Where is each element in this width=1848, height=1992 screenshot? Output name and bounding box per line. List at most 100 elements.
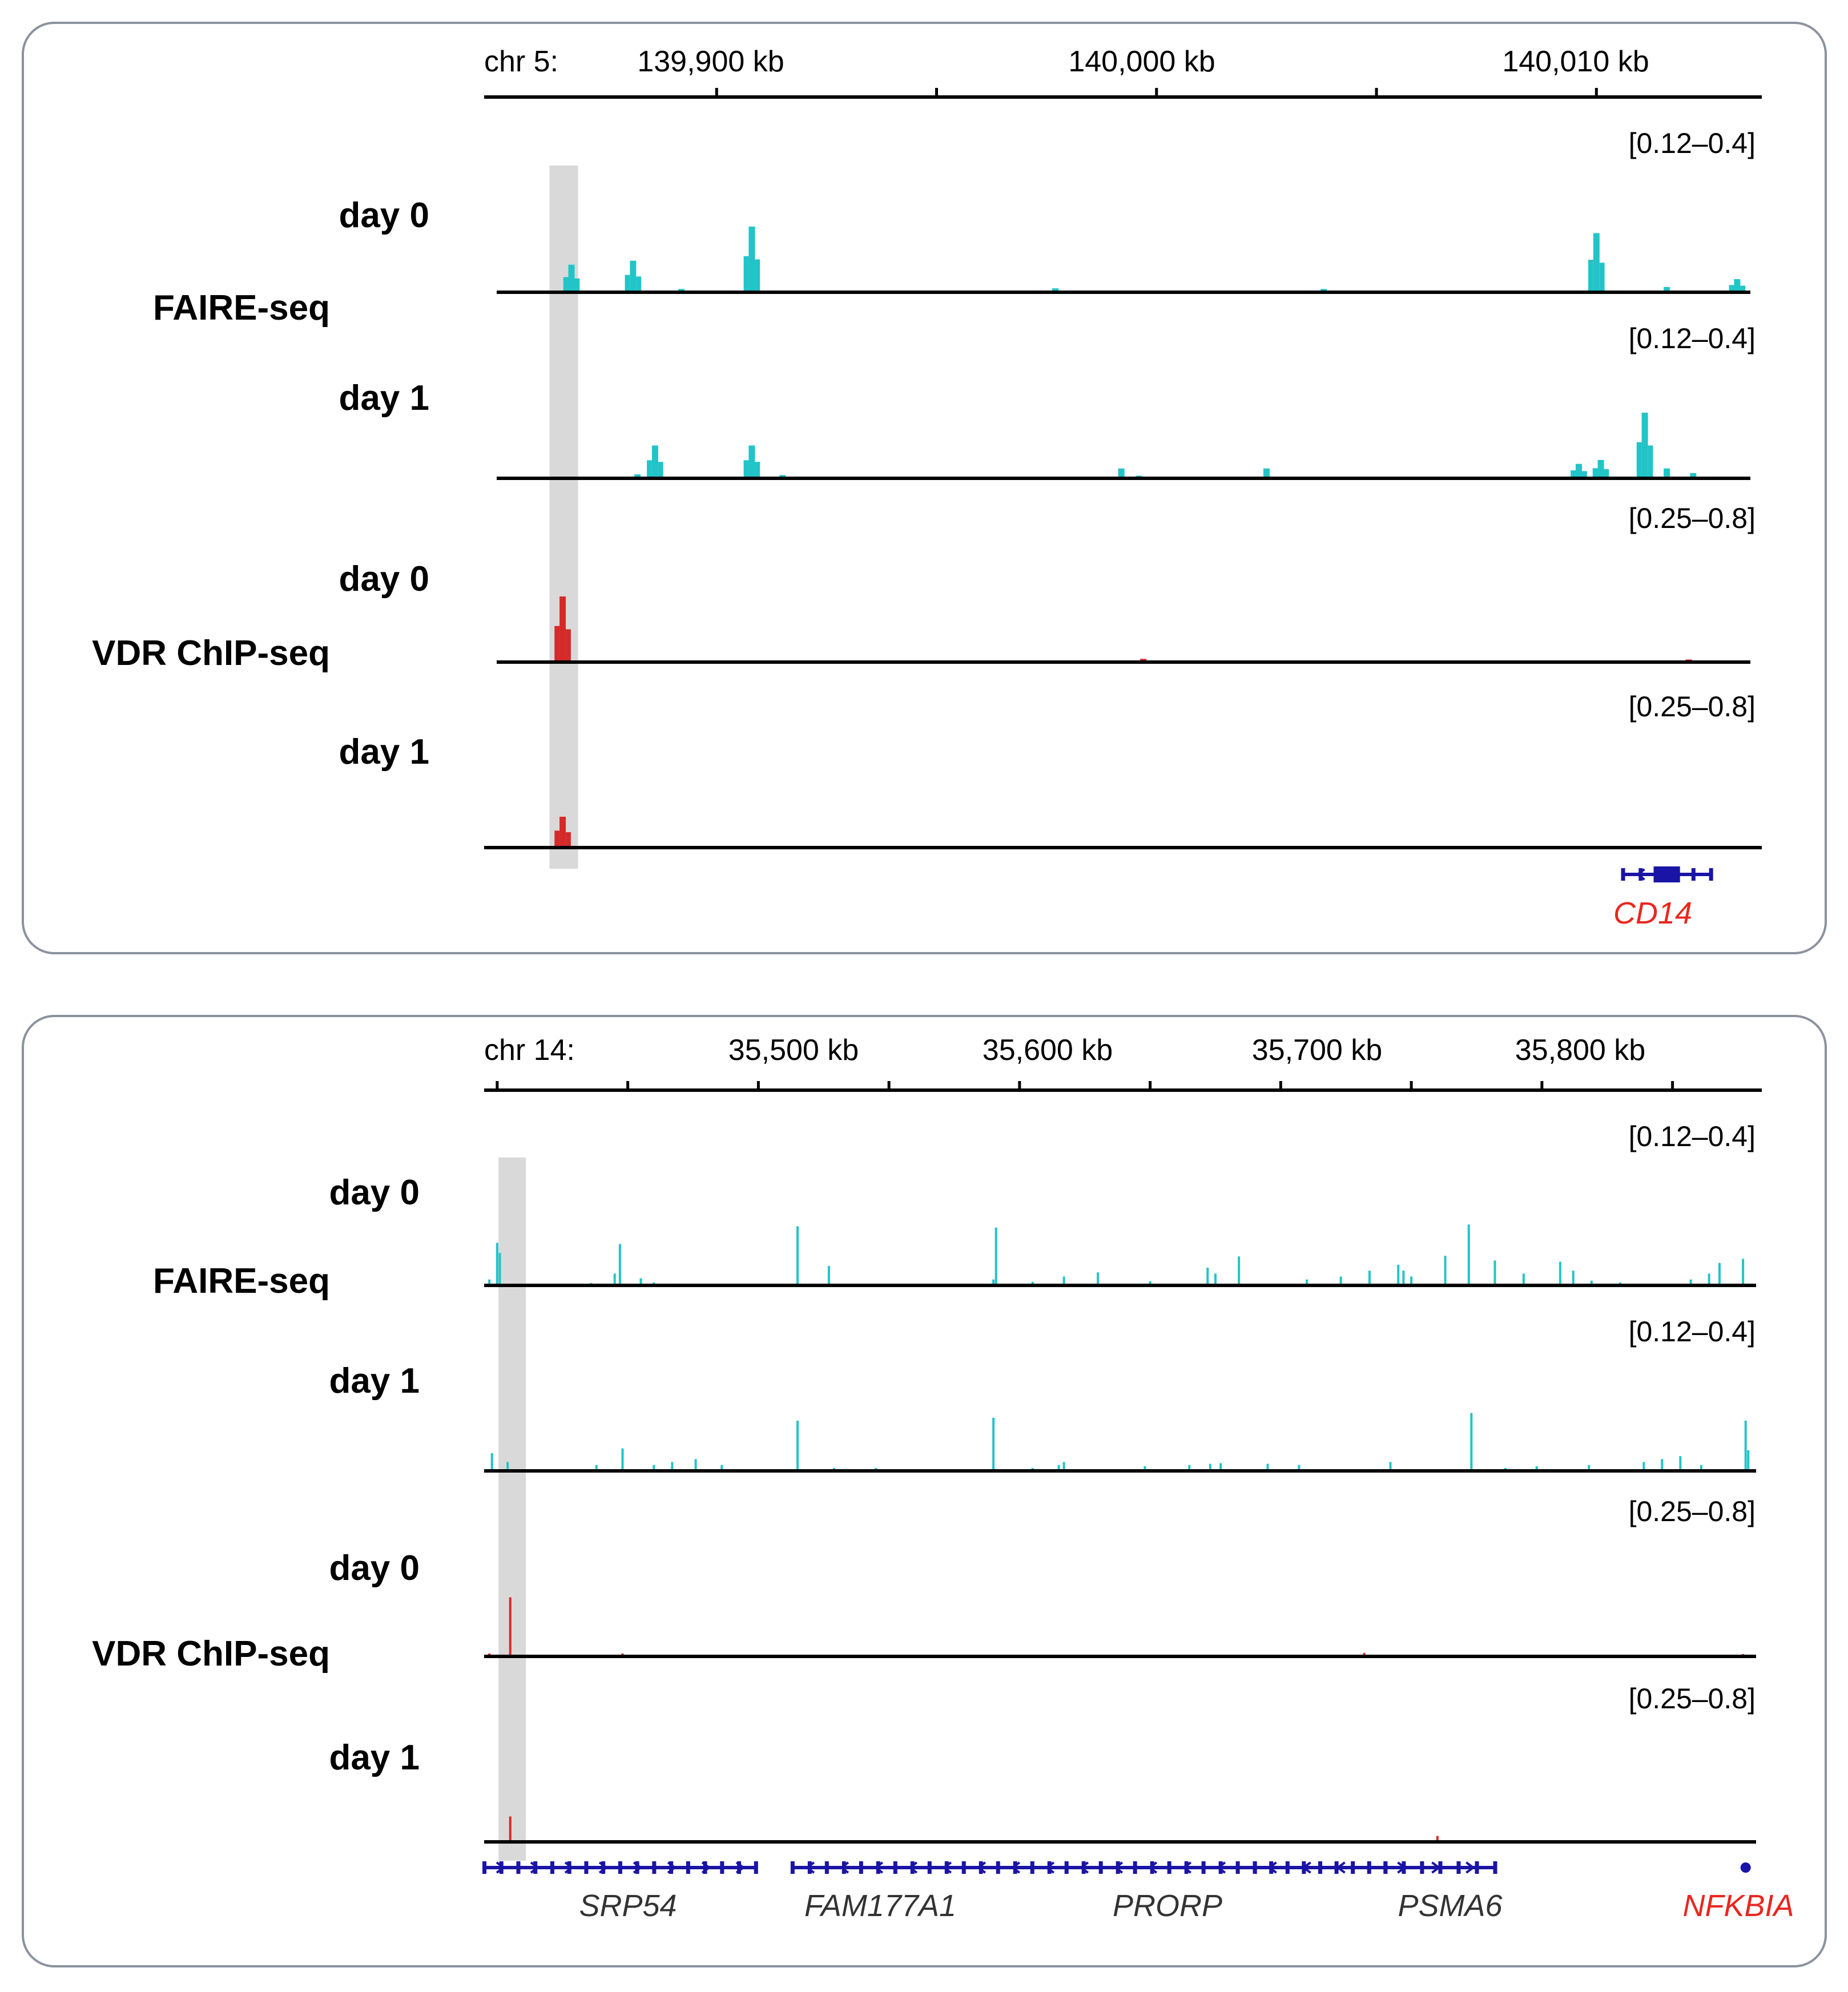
gene-exon: [824, 1861, 829, 1874]
range-label: [0.25–0.8]: [1629, 691, 1756, 723]
gene-exon: [567, 1861, 571, 1874]
strand-arrow: [1216, 1861, 1226, 1874]
signal-peak: [506, 1462, 509, 1471]
signal-peak: [1700, 1465, 1702, 1471]
signal-peak: [1031, 1281, 1034, 1285]
signal-peak: [1648, 445, 1653, 478]
signal-peak: [1742, 1259, 1745, 1285]
signal-peak: [1744, 1421, 1747, 1471]
signal-peak: [559, 596, 566, 662]
range-label: [0.12–0.4]: [1629, 127, 1756, 159]
signal-peak: [658, 462, 663, 478]
strand-arrow: [1113, 1861, 1124, 1874]
strand-arrow: [1148, 1861, 1158, 1874]
signal-peak: [621, 1448, 624, 1471]
signal-peak: [1298, 1465, 1301, 1471]
gene-exon: [703, 1861, 707, 1874]
signal-peak: [1209, 1463, 1211, 1471]
signal-peak: [1363, 1652, 1366, 1656]
strand-arrow: [496, 1861, 506, 1874]
signal-peak: [1144, 1466, 1146, 1471]
signal-peak: [1588, 260, 1593, 292]
gene-exon: [652, 1861, 657, 1874]
genome-ruler: chr 5: 139,900 kb 140,000 kb 140,010 kb: [484, 45, 1762, 99]
gene-model: SRP54: [482, 1861, 758, 1923]
gene-exon: [1285, 1861, 1290, 1874]
signal-peak: [755, 462, 760, 478]
gene-exon: [1653, 866, 1680, 882]
track: day 1 [0.25–0.8]: [339, 691, 1762, 849]
signal-peak: [1581, 471, 1587, 478]
chromosome-label: chr 5:: [484, 45, 558, 78]
gene-exon: [1456, 1861, 1461, 1874]
strand-arrow: [1045, 1861, 1055, 1874]
gene-exon: [1013, 1861, 1017, 1874]
strand-arrow: [1636, 868, 1645, 881]
gene-model: PSMA6: [1383, 1861, 1503, 1923]
signal-peak: [1436, 1836, 1439, 1842]
signal-peak: [671, 1462, 674, 1471]
signal-peak: [1571, 470, 1576, 478]
sample-label: day 0: [339, 196, 429, 235]
gene-exon: [482, 1861, 486, 1874]
signal-peak: [1306, 1279, 1309, 1285]
signal-peak: [1118, 468, 1125, 478]
gene-exon: [754, 1861, 758, 1874]
signal-peak: [1057, 1465, 1060, 1471]
signal-peak: [1389, 1462, 1392, 1471]
signal-peak: [1590, 1280, 1593, 1285]
gene-exon: [1184, 1861, 1189, 1874]
gene-exon: [1030, 1861, 1034, 1874]
gene-exon: [893, 1861, 897, 1874]
range-label: [0.25–0.8]: [1629, 1495, 1756, 1527]
gene-exon: [1218, 1861, 1223, 1874]
signal-peak: [1444, 1256, 1447, 1285]
signal-peak: [1636, 442, 1642, 478]
assay-label: VDR ChIP-seq: [92, 1634, 330, 1674]
signal-peak: [1734, 279, 1741, 292]
gene-label: CD14: [1613, 896, 1692, 930]
signal-peak: [1097, 1272, 1100, 1285]
highlight-band: [498, 1158, 526, 1861]
signal-peak: [488, 1279, 491, 1285]
signal-peak: [992, 1417, 995, 1471]
gene-exon: [1383, 1861, 1388, 1874]
signal-peak: [1559, 1261, 1561, 1285]
signal-peak: [1402, 1271, 1405, 1285]
track: day 1 [0.12–0.4]: [339, 322, 1756, 480]
signal-peak: [613, 1273, 616, 1285]
gene-exon: [842, 1861, 846, 1874]
signal-peak: [636, 276, 642, 292]
gene-exon: [1235, 1861, 1240, 1874]
signal-peak: [743, 256, 749, 292]
gene-label: SRP54: [579, 1889, 677, 1923]
gene-exon: [1475, 1861, 1479, 1874]
gene-exon: [1253, 1861, 1257, 1874]
signal-peak: [1339, 1276, 1342, 1285]
assay-label: VDR ChIP-seq: [92, 634, 330, 673]
strand-arrow: [701, 1861, 711, 1874]
signal-peak: [1368, 1271, 1371, 1285]
gene-exon: [1047, 1861, 1052, 1874]
strand-arrow: [1336, 1861, 1346, 1874]
tick-label: 35,600 kb: [983, 1034, 1113, 1067]
signal-peak: [554, 830, 560, 848]
signal-peak: [1397, 1264, 1400, 1285]
gene-exon: [927, 1861, 932, 1874]
signal-peak: [1593, 233, 1600, 292]
signal-peak: [1690, 473, 1697, 478]
range-label: [0.12–0.4]: [1629, 1120, 1756, 1152]
signal-peak: [1206, 1267, 1209, 1285]
gene-exon: [1201, 1861, 1206, 1874]
signal-peak: [1664, 468, 1670, 478]
tick-label: 140,000 kb: [1068, 45, 1215, 78]
strand-arrow: [1079, 1861, 1089, 1874]
signal-peak: [1470, 1413, 1473, 1471]
tick-label: 140,010 kb: [1502, 45, 1649, 78]
range-label: [0.12–0.4]: [1629, 1316, 1756, 1348]
signal-peak: [509, 1597, 512, 1656]
signal-peak: [1219, 1463, 1222, 1471]
signal-peak: [554, 626, 560, 662]
panel-2: chr 14: 35,500 kb 35,600 kb 35,700 kb 35,800…: [22, 1015, 1827, 1967]
panel-1: chr 5: 139,900 kb 140,000 kb 140,010 kb FAIR…: [22, 22, 1827, 954]
